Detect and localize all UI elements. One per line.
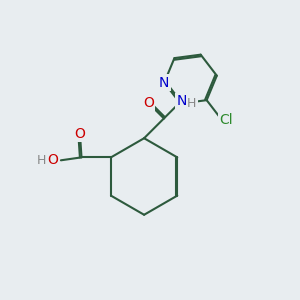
Text: H: H: [37, 154, 46, 167]
Text: O: O: [47, 153, 58, 167]
Text: N: N: [176, 94, 187, 108]
Text: H: H: [187, 97, 196, 110]
Text: O: O: [75, 127, 86, 141]
Text: Cl: Cl: [220, 113, 233, 127]
Text: N: N: [159, 76, 169, 90]
Text: O: O: [143, 96, 154, 110]
